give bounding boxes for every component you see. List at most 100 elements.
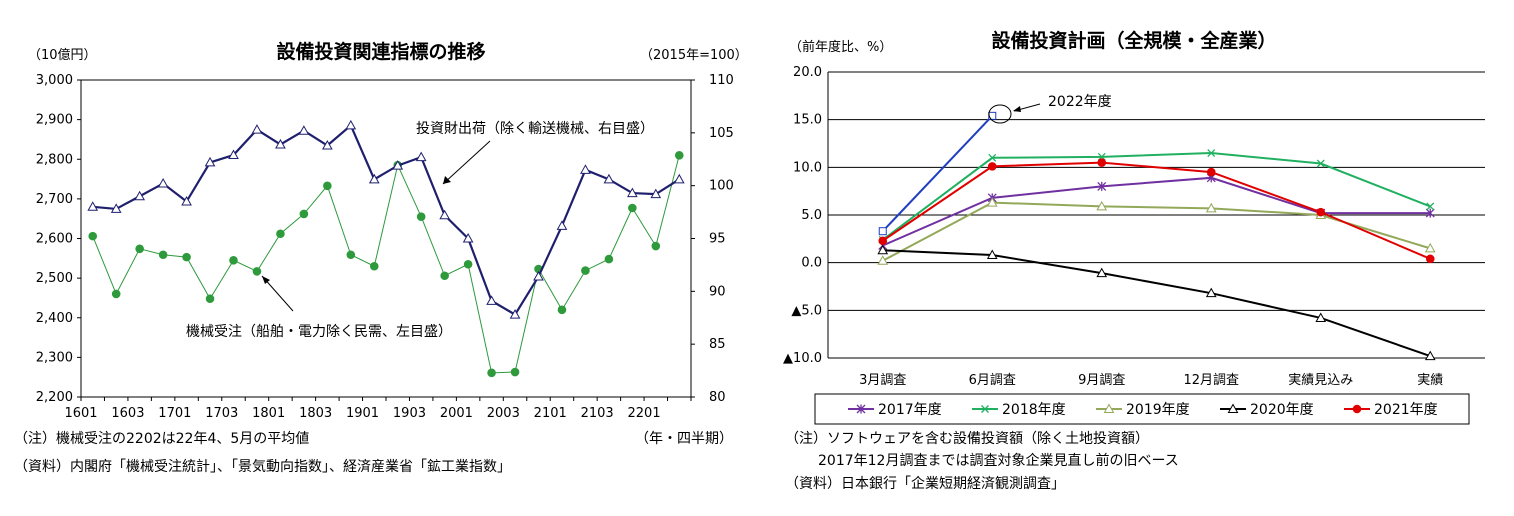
series-point-2020年度 xyxy=(1424,350,1436,361)
series-point-2020年度 xyxy=(877,244,889,255)
orders-annotation: 機械受注（船舶・電力除く民需、左目盛） xyxy=(186,324,452,340)
shipment-annotation: 投資財出荷（除く輸送機械、右目盛） xyxy=(416,121,654,137)
chart1-left-axis-ticks: 2,200 2,300 2,400 2,500 2,600 2,700 2,800 2,900… xyxy=(36,73,81,405)
orders-point xyxy=(323,181,332,191)
chart1-title: 設備投資関連指標の推移 xyxy=(276,40,485,63)
series-point-2018年度 xyxy=(1426,202,1435,211)
fy2022-annotation-arrow xyxy=(1013,103,1041,112)
left-tick-label: 3,000 xyxy=(36,73,73,88)
category-label: 3月調査 xyxy=(859,373,906,388)
legend-label: 2019年度 xyxy=(1126,402,1190,418)
shipment-point xyxy=(486,295,497,305)
orders-point xyxy=(135,244,144,254)
y-tick-label: 0.0 xyxy=(801,256,822,271)
y-tick-label: 10.0 xyxy=(793,160,822,175)
orders-point xyxy=(111,289,121,299)
y-tick-label: ▲10.0 xyxy=(783,351,822,366)
note-right-1: （注）ソフトウェアを含む設備投資額（除く土地投資額） xyxy=(785,431,1149,447)
right-tick-label: 100 xyxy=(709,179,734,194)
right-tick-label: 95 xyxy=(709,232,726,247)
orders-point xyxy=(229,255,238,265)
series-point-2017年度 xyxy=(1425,208,1435,218)
series-point-2017年度 xyxy=(1316,208,1326,218)
series-point-2021年度 xyxy=(1206,167,1216,177)
orders-point xyxy=(369,261,379,271)
orders-point xyxy=(604,254,614,264)
x-tick-label: 1903 xyxy=(393,406,426,421)
shipment-point xyxy=(157,178,169,188)
chart1-x-axis-ticks: 1601 1603 1701 1703 1801 1803 1901 1903 2001 2003… xyxy=(64,397,692,421)
orders-point xyxy=(581,266,590,275)
shipment-point xyxy=(134,190,146,201)
legend-label: 2021年度 xyxy=(1374,402,1438,418)
category-label: 9月調査 xyxy=(1078,373,1125,388)
orders-arrowhead xyxy=(262,276,270,284)
orders-point xyxy=(205,294,215,304)
shipment-point xyxy=(181,195,192,206)
x-tick-label: 2001 xyxy=(440,406,473,421)
left-tick-label: 2,700 xyxy=(36,192,73,207)
shipment-point xyxy=(392,160,404,170)
chart2-title: 設備投資計画（全規模・全産業） xyxy=(991,29,1276,52)
series-point-2018年度 xyxy=(1207,149,1216,157)
series-line-2021年度 xyxy=(882,161,1431,260)
category-label: 実績 xyxy=(1417,372,1443,388)
note-left-1: （注）機械受注の2202は22年4、5月の平均値 xyxy=(14,431,309,447)
shipment-point xyxy=(626,187,638,198)
series-point-2021年度 xyxy=(987,162,997,171)
x-tick-label: 1803 xyxy=(299,406,332,421)
x-tick-label: 1701 xyxy=(158,406,191,421)
series-line-2018年度 xyxy=(882,152,1431,241)
y-tick-label: 20.0 xyxy=(793,65,822,80)
chart2-x-axis-ticks: 3月調査 6月調査 9月調査 12月調査 実績見込み 実績 xyxy=(859,372,1443,388)
shipment-point xyxy=(298,125,310,135)
series-point-2019年度 xyxy=(1205,202,1217,213)
shipment-point xyxy=(228,149,239,160)
series-point-2017年度 xyxy=(878,241,888,251)
chart2-y-axis-ticks: 20.0 15.0 10.0 5.0 0.0 ▲5.0 ▲10.0 xyxy=(783,65,822,366)
series-point-2021年度 xyxy=(1316,207,1326,217)
shipment-point xyxy=(509,309,521,319)
orders-point xyxy=(88,231,98,241)
series-point-2017年度 xyxy=(987,193,997,203)
orders-point xyxy=(182,252,191,262)
right-tick-label: 105 xyxy=(709,126,734,141)
chart1-right-unit: （2015年=100） xyxy=(640,48,748,63)
series-line-2020年度 xyxy=(882,249,1431,358)
x-tick-label: 2201 xyxy=(628,406,661,421)
series-point-2017年度 xyxy=(1206,173,1216,183)
series-point-2021年度 xyxy=(878,236,888,246)
legend-marker xyxy=(856,404,866,414)
legend-marker xyxy=(981,405,989,413)
series-point-2020年度 xyxy=(986,249,998,260)
left-tick-label: 2,500 xyxy=(36,271,73,286)
fy2022-arrowhead xyxy=(1013,106,1021,112)
series-point-2019年度 xyxy=(986,197,998,207)
chart1-series xyxy=(87,119,685,378)
series-point-2019年度 xyxy=(1315,209,1327,219)
shipment-point xyxy=(251,124,263,134)
shipment-point xyxy=(368,173,380,184)
y-tick-label: 5.0 xyxy=(801,208,822,223)
series-point-2017年度 xyxy=(1097,181,1107,191)
orders-point xyxy=(299,209,309,219)
series-line-2019年度 xyxy=(882,201,1431,262)
y-tick-label: 15.0 xyxy=(793,113,822,128)
orders-point xyxy=(252,267,262,276)
fy2022-annotation: 2022年度 xyxy=(1048,94,1112,110)
right-tick-label: 80 xyxy=(709,390,726,405)
legend-label: 2018年度 xyxy=(1002,402,1066,418)
legend-marker xyxy=(1103,403,1115,413)
shipment-arrowhead xyxy=(443,176,451,184)
chart2-legend-box xyxy=(814,393,1470,425)
orders-point xyxy=(416,212,426,222)
legend-label: 2017年度 xyxy=(878,402,942,418)
left-tick-label: 2,600 xyxy=(36,232,73,247)
shipment-point xyxy=(462,232,474,243)
shipment-point xyxy=(345,119,357,130)
x-tick-label: 1601 xyxy=(64,406,97,421)
orders-point xyxy=(158,250,168,260)
category-label: 12月調査 xyxy=(1183,373,1239,388)
right-tick-label: 85 xyxy=(709,337,726,352)
series-point-2018年度 xyxy=(1316,159,1325,168)
